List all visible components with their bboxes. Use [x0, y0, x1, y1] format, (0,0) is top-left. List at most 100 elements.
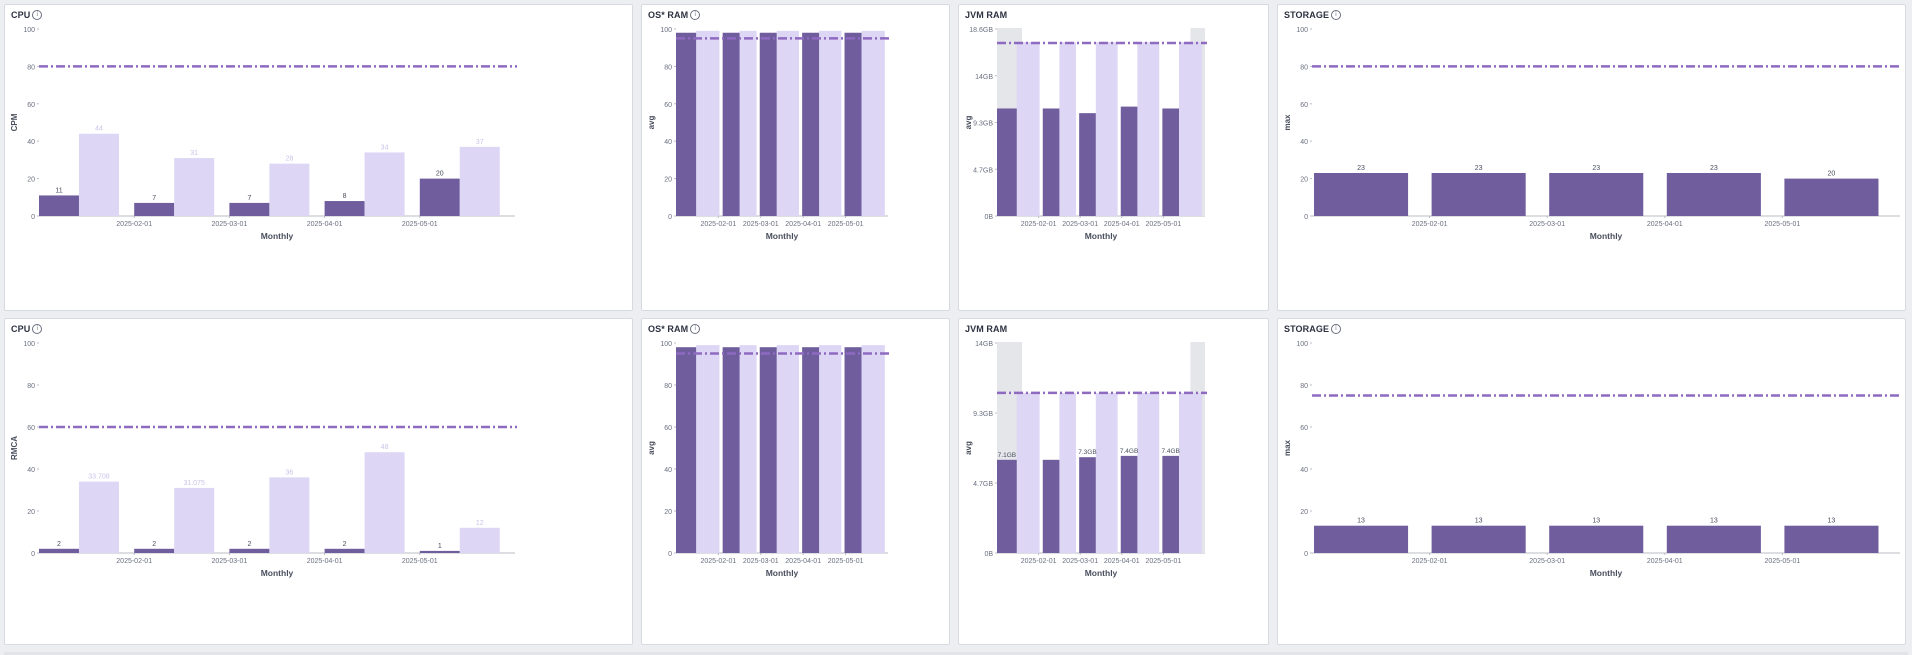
y-tick-label: 40 — [1300, 467, 1308, 474]
x-axis-label: Monthly — [1085, 568, 1118, 578]
panel-title-text: STORAGE — [1284, 324, 1330, 334]
bar-light — [861, 30, 885, 217]
bar-light — [1095, 392, 1118, 553]
bar-light — [174, 158, 215, 216]
bar-light — [174, 487, 215, 553]
bar-dark — [134, 202, 175, 216]
bar-dark — [324, 548, 365, 553]
x-tick-label: 2025-05-01 — [402, 221, 438, 228]
bar-dark — [324, 201, 365, 216]
x-tick-label: 2025-02-01 — [1412, 558, 1448, 565]
y-tick-label: 80 — [1300, 383, 1308, 390]
x-tick-label: 2025-02-01 — [1021, 558, 1057, 565]
info-icon[interactable]: i — [1331, 10, 1342, 20]
panel-title: JVM RAM — [965, 10, 1007, 20]
y-tick-label: 60 — [27, 102, 35, 109]
x-tick-label: 2025-04-01 — [307, 558, 343, 565]
x-tick-label: 2025-05-01 — [1145, 221, 1181, 228]
info-icon[interactable]: i — [690, 324, 701, 334]
bar-light — [776, 345, 799, 553]
y-tick-label: 0 — [31, 551, 35, 558]
info-icon[interactable]: i — [32, 10, 43, 20]
bar-dark — [844, 32, 862, 217]
data-label: 28 — [285, 156, 293, 163]
y-tick-label: 60 — [1300, 425, 1308, 432]
y-tick-label: 40 — [664, 139, 672, 146]
storage-chart: 0 20 40 60 80 100 max 23 23 23 23 20 2025-02-01 2025-… — [1283, 27, 1902, 241]
x-tick-label: 2025-04-01 — [1104, 558, 1140, 565]
bar-dark — [1784, 525, 1879, 553]
panel-title-text: JVM RAM — [965, 10, 1008, 20]
data-label: 12 — [476, 520, 484, 527]
data-label: 44 — [95, 126, 103, 133]
bar-light — [696, 345, 720, 553]
data-label: 31 — [190, 150, 198, 157]
y-axis-label: RMCA — [10, 436, 19, 460]
bar-light — [1137, 392, 1160, 553]
bar-light — [696, 30, 720, 217]
y-tick-label: 0 — [668, 214, 672, 221]
data-label: 23 — [1592, 165, 1600, 172]
bar-light — [459, 527, 500, 553]
x-tick-label: 2025-02-01 — [116, 558, 152, 565]
x-tick-label: 2025-03-01 — [743, 558, 779, 565]
bar-dark — [997, 459, 1017, 553]
y-tick-label: 0 — [1304, 214, 1308, 221]
bar-light — [78, 133, 119, 216]
data-label: 2 — [152, 541, 156, 548]
bar-dark — [1162, 455, 1179, 553]
bar-light — [739, 30, 757, 217]
cpu-panel: CPU i 0 20 40 60 80 100 CPM 11 44 7 31 7 28 8 34 20 37 202… — [4, 4, 633, 311]
y-tick-label: 20 — [27, 509, 35, 516]
y-tick-label: 20 — [27, 177, 35, 184]
bar-light — [819, 30, 842, 217]
y-tick-label: 100 — [660, 341, 672, 348]
y-tick-label: 20 — [1300, 509, 1308, 516]
bar-dark — [722, 32, 740, 217]
bar-light — [78, 481, 119, 553]
x-tick-label: 2025-03-01 — [1529, 558, 1565, 565]
storage-panel: STORAGE i 0 20 40 60 80 100 max 13 13 13 13 13 2025-0… — [1277, 318, 1906, 645]
bar-dark — [134, 548, 175, 553]
storage-chart: 0 20 40 60 80 100 max 13 13 13 13 13 2025-02-01 2025-… — [1283, 341, 1902, 578]
y-tick-label: 14GB — [975, 74, 993, 81]
y-tick-label: 0 — [1304, 551, 1308, 558]
x-tick-label: 2025-05-01 — [1145, 558, 1181, 565]
bar-dark — [1784, 178, 1879, 216]
bar-dark — [1431, 172, 1526, 216]
next-row-edge — [4, 652, 1908, 655]
bar-light — [1016, 392, 1040, 553]
data-label: 34 — [381, 144, 389, 151]
y-tick-label: 100 — [1296, 27, 1308, 34]
panel-title: OS* RAM i — [648, 324, 701, 334]
info-icon[interactable]: i — [690, 10, 701, 20]
bar-dark — [759, 32, 777, 217]
info-icon[interactable]: i — [32, 324, 43, 334]
y-axis-label: avg — [647, 116, 656, 130]
data-label: 7 — [152, 195, 156, 202]
info-icon[interactable]: i — [1331, 324, 1342, 334]
x-axis-label: Monthly — [1590, 231, 1623, 241]
panel-title: JVM RAM — [965, 324, 1007, 334]
bar-dark — [722, 347, 740, 553]
y-tick-label: 80 — [1300, 64, 1308, 71]
y-tick-label: 4.7GB — [973, 167, 993, 174]
y-tick-label: 14GB — [975, 341, 993, 348]
os-ram-chart: 0 20 40 60 80 100 avg 2025-02-01 2025-03-01 2025-… — [647, 27, 890, 241]
panel-title-text: CPU — [11, 324, 31, 334]
bar-dark — [802, 347, 820, 553]
panel-title-text: STORAGE — [1284, 10, 1330, 20]
y-axis-label: avg — [964, 116, 973, 130]
bar-dark — [229, 548, 270, 553]
bar-dark — [1431, 525, 1526, 553]
bar-light — [1137, 42, 1160, 217]
y-tick-label: 0 — [31, 214, 35, 221]
bar-dark — [229, 202, 270, 216]
data-label: 23 — [1357, 165, 1365, 172]
bar-light — [819, 345, 842, 553]
y-tick-label: 100 — [23, 27, 35, 34]
y-tick-label: 0B — [984, 214, 993, 221]
bar-light — [364, 452, 405, 553]
x-axis-label: Monthly — [766, 231, 799, 241]
x-tick-label: 2025-02-01 — [1021, 221, 1057, 228]
